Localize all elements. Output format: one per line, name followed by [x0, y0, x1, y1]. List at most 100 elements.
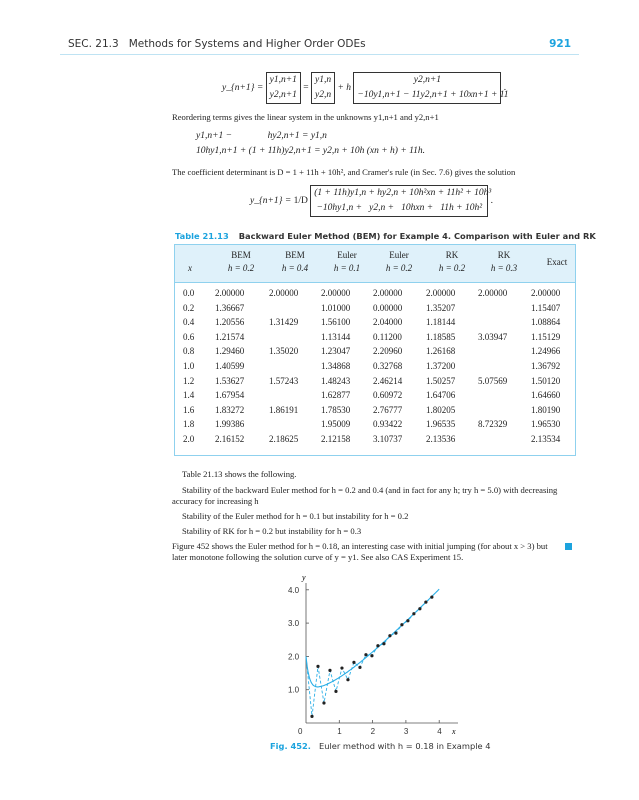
- paragraph: Reordering terms gives the linear system…: [172, 112, 439, 122]
- header-rule: [60, 54, 579, 55]
- paragraph-line: Stability of RK for h = 0.2 but instabil…: [182, 526, 362, 536]
- column-header: Exact: [546, 257, 568, 267]
- solution-curve: [305, 588, 440, 688]
- table-cell: 1.86191: [269, 404, 299, 415]
- table-cell: 1.20556: [215, 317, 245, 328]
- y-tick-label: 1.0: [288, 686, 300, 695]
- euler-point: [394, 631, 398, 635]
- table-title: Backward Euler Method (BEM) for Example …: [238, 231, 596, 241]
- vector: (1 + 11h)y1,n + hy2,n + 10h²xn + 11h² + …: [310, 185, 491, 217]
- table-cell: 0.2: [183, 302, 195, 313]
- table-cell: 2.00000: [321, 288, 351, 298]
- table-cell: 1.64660: [531, 390, 561, 401]
- table-cell: 3.10737: [373, 434, 403, 444]
- table-cell: 0.4: [183, 317, 195, 328]
- table-cell: 3.03947: [478, 331, 508, 342]
- table-cell: 2.13534: [531, 434, 561, 444]
- table-cell: 1.8: [183, 419, 195, 430]
- euler-point: [400, 623, 404, 627]
- table-cell: 1.50257: [426, 375, 456, 386]
- table-cell: 1.01000: [321, 302, 351, 313]
- table-cell: 1.13144: [321, 331, 351, 342]
- table-cell: 1.34868: [321, 361, 351, 371]
- euler-point: [406, 619, 410, 623]
- x-tick-label: 3: [404, 727, 409, 736]
- table-cell: 1.56100: [321, 317, 351, 328]
- table-cell: 1.21574: [215, 331, 245, 342]
- table-cell: 1.67954: [215, 390, 245, 401]
- table-cell: 1.35020: [269, 346, 299, 357]
- table-cell: 1.53627: [215, 375, 245, 386]
- euler-point: [310, 714, 314, 718]
- euler-dashed-line: [305, 596, 433, 717]
- euler-point: [340, 666, 344, 670]
- x-tick-label: 2: [371, 727, 376, 736]
- table-cell: 0.6: [183, 331, 195, 342]
- euler-point: [412, 612, 416, 616]
- table-cell: 0.60972: [373, 390, 403, 401]
- paragraph-line: Stability of the backward Euler method f…: [182, 485, 558, 495]
- table-header: x BEM h = 0.2 BEM h = 0.4 Euler h = 0.1 Euler h …: [175, 245, 575, 283]
- table-cell: 1.48243: [321, 375, 351, 386]
- paragraph-line: later monotone following the solution cu…: [172, 552, 464, 562]
- table-cell: 1.50120: [531, 375, 561, 386]
- paragraph: The coefficient determinant is D = 1 + 1…: [172, 167, 516, 177]
- euler-point: [328, 668, 332, 672]
- euler-point: [376, 644, 380, 648]
- table-cell: 1.96535: [426, 419, 456, 430]
- x-tick-label: 0: [298, 727, 303, 736]
- table-cell: 1.15407: [531, 302, 561, 313]
- vector: y1,n+1 y2,n+1: [265, 72, 301, 104]
- table-cell: 1.29460: [215, 346, 245, 357]
- table-cell: 2.12158: [321, 434, 351, 444]
- table-cell: 1.80190: [531, 404, 561, 415]
- results-table: x BEM h = 0.2 BEM h = 0.4 Euler h = 0.1 Euler h …: [174, 244, 576, 456]
- table-cell: 2.00000: [373, 288, 403, 298]
- paragraph-line: accuracy for increasing h: [172, 496, 259, 506]
- table-cell: 1.15129: [531, 331, 561, 342]
- table-cell: 0.00000: [373, 302, 403, 313]
- table-cell: 1.6: [183, 404, 195, 415]
- column-header: BEM h = 0.2: [227, 250, 255, 273]
- column-header: RK h = 0.3: [490, 250, 518, 273]
- figure-452-chart: 0 1 2 3 4 1.0 2.0 3.0 4.0 x y: [288, 575, 458, 736]
- table-cell: 1.36792: [531, 361, 561, 371]
- table-cell: 0.8: [183, 346, 195, 357]
- paragraph-line: Figure 452 shows the Euler method for h …: [172, 541, 548, 551]
- table-cell: 1.18144: [426, 317, 456, 328]
- table-cell: 1.26168: [426, 346, 456, 357]
- table-cell: 1.96530: [531, 419, 561, 430]
- euler-point: [316, 664, 320, 668]
- table-cell: 1.99386: [215, 419, 245, 430]
- table-cell: 1.35207: [426, 302, 456, 313]
- euler-point: [370, 654, 374, 658]
- euler-point: [358, 665, 362, 669]
- system-line-2: 10hy1,n+1 + (1 + 11h)y2,n+1 = y2,n + 10h…: [196, 146, 426, 156]
- table-cell: 1.40599: [215, 361, 245, 371]
- table-caption: Table 21.13 Backward Euler Method (BEM) f…: [175, 231, 596, 241]
- euler-point: [430, 595, 434, 599]
- table-cell: 1.37200: [426, 361, 456, 371]
- eq-lhs: y_{n+1} =: [222, 83, 264, 94]
- equation-1: y_{n+1} = y1,n+1 y2,n+1 = y1,n y2,n + h y2…: [222, 72, 509, 104]
- table-cell: 1.23047: [321, 346, 351, 357]
- table-cell: 2.18625: [269, 434, 299, 444]
- euler-point: [364, 653, 368, 657]
- column-header: Euler h = 0.1: [333, 250, 361, 273]
- table-cell: 1.31429: [269, 317, 299, 328]
- table-cell: 1.0: [183, 361, 195, 371]
- euler-point: [322, 701, 326, 705]
- euler-point: [346, 678, 350, 682]
- paragraph-line: Table 21.13 shows the following.: [182, 469, 297, 479]
- euler-point: [424, 600, 428, 604]
- table-cell: 2.04000: [373, 317, 403, 328]
- vector: y1,n y2,n: [311, 72, 336, 104]
- table-cell: 2.46214: [373, 375, 403, 386]
- column-header: Euler h = 0.2: [385, 250, 413, 273]
- figure-caption: Fig. 452. Euler method with h = 0.18 in E…: [270, 741, 491, 751]
- table-cell: 1.80205: [426, 404, 456, 415]
- table-cell: 2.00000: [478, 288, 508, 298]
- table-cell: 1.57243: [269, 375, 299, 386]
- column-header: x: [188, 263, 192, 273]
- x-axis-label: x: [451, 727, 456, 736]
